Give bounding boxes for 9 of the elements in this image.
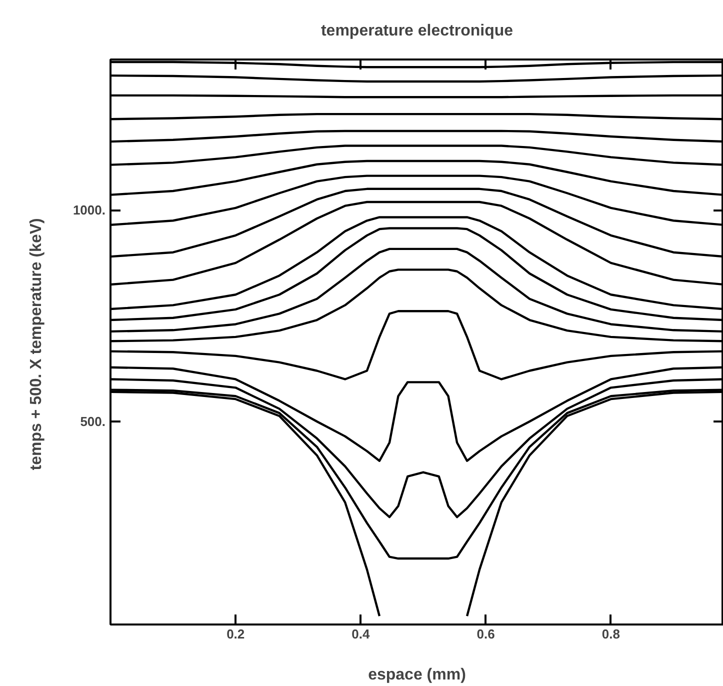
y-tick-label: 1000. <box>72 202 106 218</box>
chart-title: temperature electronique <box>320 22 514 40</box>
x-tick-label: 0.6 <box>476 626 495 642</box>
x-tick-label: 0.8 <box>602 626 620 642</box>
x-tick-label: 0.2 <box>226 626 245 642</box>
y-tick-label: 500. <box>80 414 106 430</box>
y-axis-title: temps + 500. X temperature (keV) <box>28 218 45 470</box>
x-axis-title: espace (mm) <box>368 666 466 684</box>
x-tick-label: 0.4 <box>352 626 371 642</box>
